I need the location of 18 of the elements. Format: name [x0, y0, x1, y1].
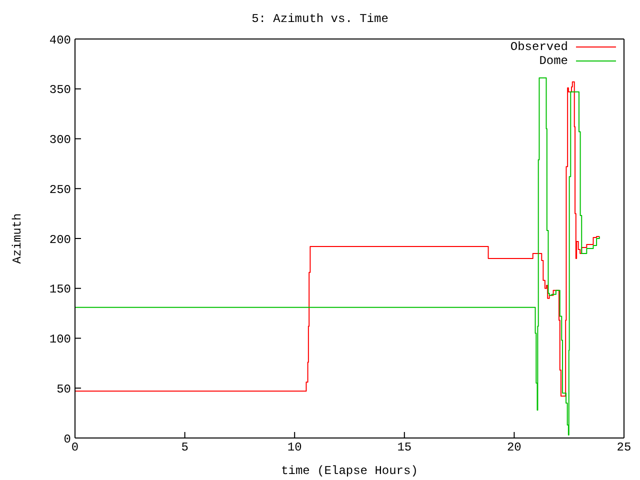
y-axis-title: Azimuth	[10, 213, 24, 264]
y-tick-label: 250	[49, 182, 71, 197]
y-tick-label: 50	[56, 382, 71, 396]
y-tick-label: 300	[49, 133, 71, 148]
y-tick-label: 150	[49, 282, 71, 297]
chart-title: 5: Azimuth vs. Time	[250, 12, 390, 26]
x-tick-label: 10	[287, 440, 302, 455]
x-tick-label: 5	[181, 440, 188, 455]
x-tick-label: 20	[506, 440, 522, 455]
y-tick-label: 100	[49, 332, 71, 347]
y-tick-label: 400	[49, 33, 71, 48]
x-tick-label: 25	[616, 440, 632, 455]
y-tick-label: 200	[49, 232, 71, 247]
legend-label: Dome	[539, 54, 568, 68]
x-axis-title: time (Elapse Hours)	[281, 464, 418, 478]
legend-label: Observed	[510, 40, 568, 54]
y-tick-label: 350	[49, 83, 71, 98]
x-tick-label: 15	[397, 440, 412, 455]
